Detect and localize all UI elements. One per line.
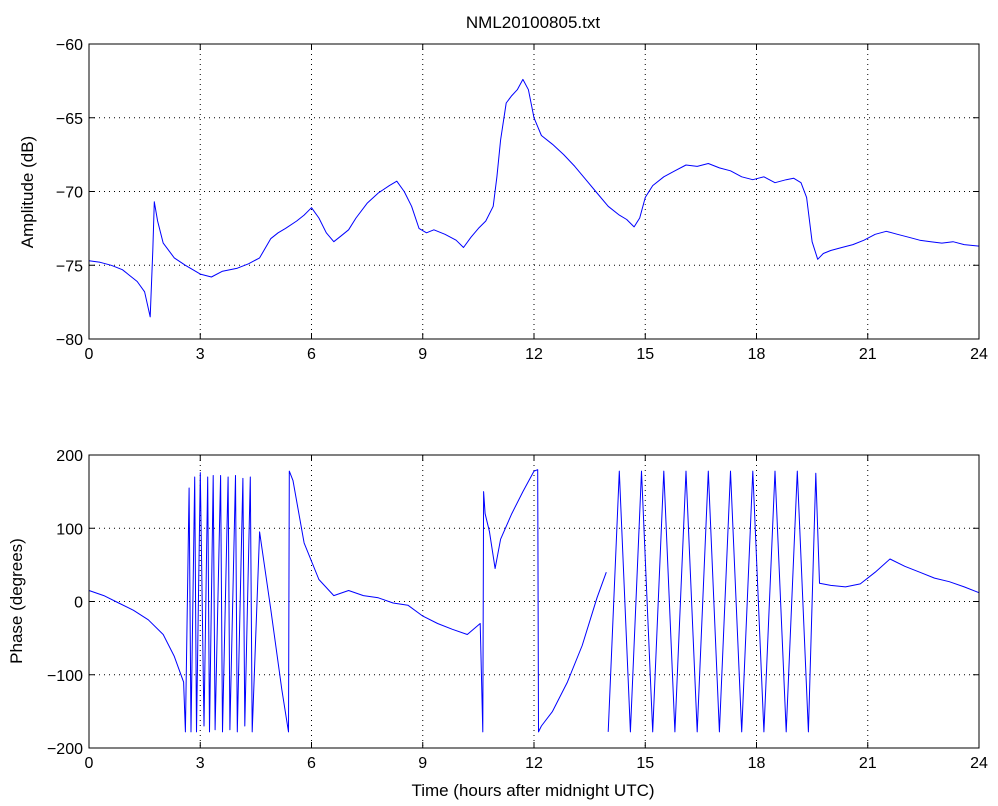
phase-series-line-2 [607, 470, 980, 733]
phase-axes-ticks: 0 3 6 9 12 15 18 21 24 −200 −100 0 100 200 [47, 448, 988, 772]
phase-x-tick-label: 15 [636, 755, 654, 772]
phase-x-tick-label: 9 [418, 755, 427, 772]
phase-y-tick-label: 200 [56, 448, 83, 465]
phase-x-tick-label: 21 [859, 755, 877, 772]
amplitude-panel: 0 3 6 9 12 15 18 21 24 −80 −75 −70 −65 −60 Amplitude … [18, 37, 988, 363]
amplitude-x-tick-label: 18 [748, 346, 766, 363]
phase-x-tick-label: 18 [748, 755, 766, 772]
amplitude-x-tick-label: 12 [525, 346, 543, 363]
amplitude-x-tick-label: 9 [418, 346, 427, 363]
amplitude-y-tick-label: −65 [56, 111, 83, 128]
phase-grid [89, 455, 979, 748]
amplitude-axes-ticks: 0 3 6 9 12 15 18 21 24 −80 −75 −70 −65 −60 [56, 37, 988, 363]
phase-x-tick-label: 6 [307, 755, 316, 772]
chart-title: NML20100805.txt [466, 13, 600, 32]
amplitude-x-tick-label: 21 [859, 346, 877, 363]
amplitude-y-axis-label: Amplitude (dB) [18, 136, 37, 248]
amplitude-x-tick-label: 0 [85, 346, 94, 363]
phase-x-tick-label: 24 [970, 755, 988, 772]
amplitude-x-tick-label: 24 [970, 346, 988, 363]
amplitude-grid [89, 44, 979, 339]
amplitude-series-line [88, 78, 980, 318]
phase-y-tick-label: 0 [74, 595, 83, 612]
amplitude-y-tick-label: −70 [56, 185, 83, 202]
phase-x-tick-label: 3 [196, 755, 205, 772]
phase-y-tick-label: −100 [47, 668, 83, 685]
phase-x-tick-label: 12 [525, 755, 543, 772]
amplitude-y-tick-label: −60 [56, 37, 83, 54]
amplitude-y-tick-label: −80 [56, 332, 83, 349]
phase-series-line-1 [88, 469, 607, 733]
phase-y-tick-label: −200 [47, 741, 83, 758]
phase-x-axis-label: Time (hours after midnight UTC) [411, 781, 654, 800]
amplitude-x-tick-label: 15 [636, 346, 654, 363]
amplitude-y-tick-label: −75 [56, 258, 83, 275]
phase-y-axis-label: Phase (degrees) [7, 538, 26, 664]
phase-y-tick-label: 100 [56, 521, 83, 538]
phase-panel: 0 3 6 9 12 15 18 21 24 −200 −100 0 100 200 Phase (deg… [7, 448, 988, 800]
amplitude-x-tick-label: 3 [196, 346, 205, 363]
amplitude-x-tick-label: 6 [307, 346, 316, 363]
phase-x-tick-label: 0 [85, 755, 94, 772]
